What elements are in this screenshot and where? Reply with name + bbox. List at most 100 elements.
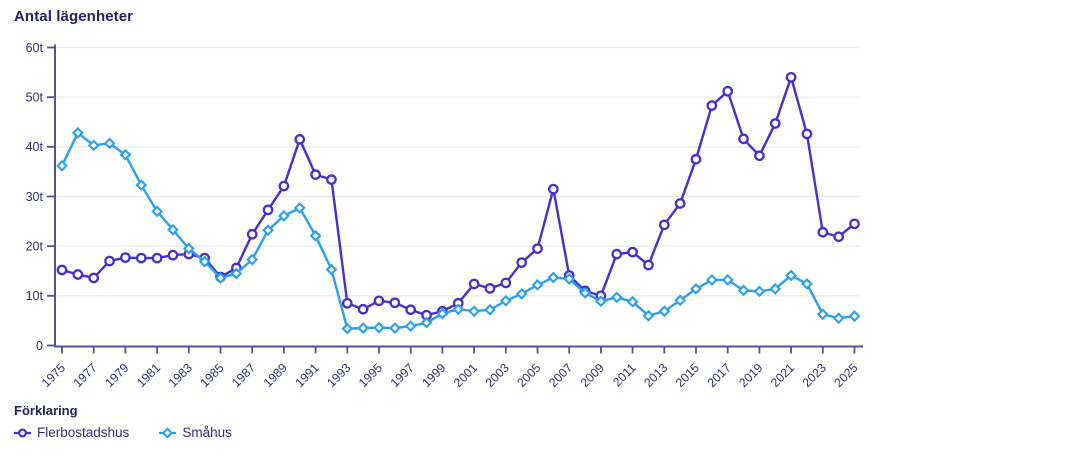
data-point-marker[interactable]: [214, 272, 227, 284]
data-point-marker[interactable]: [246, 253, 259, 266]
data-point-marker[interactable]: [452, 303, 465, 316]
data-point-marker[interactable]: [626, 295, 639, 308]
data-point-marker[interactable]: [801, 128, 813, 140]
data-point-marker[interactable]: [309, 229, 322, 242]
data-point-marker[interactable]: [88, 272, 100, 284]
data-point-marker[interactable]: [373, 321, 385, 334]
data-point-marker[interactable]: [468, 305, 480, 318]
data-point-marker[interactable]: [104, 255, 115, 267]
data-point-marker[interactable]: [262, 204, 274, 216]
data-point-marker[interactable]: [468, 278, 480, 290]
data-point-marker[interactable]: [769, 118, 781, 129]
data-point-marker[interactable]: [785, 269, 797, 282]
data-point-marker[interactable]: [722, 85, 734, 97]
data-point-marker[interactable]: [769, 282, 782, 295]
data-point-marker[interactable]: [817, 226, 829, 238]
legend-item-smahus[interactable]: Småhus: [159, 425, 232, 440]
data-point-marker[interactable]: [294, 134, 306, 145]
data-point-marker[interactable]: [293, 202, 306, 214]
data-point-marker[interactable]: [516, 257, 528, 268]
data-point-marker[interactable]: [56, 264, 68, 276]
data-point-marker[interactable]: [167, 223, 179, 236]
data-point-marker[interactable]: [705, 274, 718, 286]
data-point-marker[interactable]: [71, 127, 84, 139]
data-point-marker[interactable]: [357, 322, 370, 335]
data-point-marker[interactable]: [658, 305, 671, 318]
data-point-marker[interactable]: [56, 159, 68, 172]
data-point-marker[interactable]: [262, 224, 274, 237]
data-point-marker[interactable]: [278, 180, 290, 192]
data-point-marker[interactable]: [404, 320, 417, 333]
data-point-marker[interactable]: [341, 297, 353, 309]
data-point-marker[interactable]: [547, 183, 559, 195]
data-point-marker[interactable]: [849, 218, 860, 230]
data-point-marker[interactable]: [531, 279, 544, 291]
data-point-marker[interactable]: [737, 284, 750, 297]
data-point-marker[interactable]: [848, 310, 861, 323]
data-point-marker[interactable]: [627, 246, 638, 258]
data-point-marker[interactable]: [690, 282, 702, 295]
data-point-marker[interactable]: [120, 252, 131, 263]
data-point-marker[interactable]: [341, 322, 354, 335]
x-tick-label: 1977: [71, 361, 100, 390]
data-point-marker[interactable]: [87, 139, 100, 152]
data-point-marker[interactable]: [563, 273, 576, 285]
data-point-marker[interactable]: [500, 277, 512, 289]
data-point-marker[interactable]: [405, 304, 417, 316]
data-point-marker[interactable]: [103, 137, 116, 150]
data-point-marker[interactable]: [738, 133, 749, 145]
data-point-marker[interactable]: [611, 248, 623, 260]
data-point-marker[interactable]: [721, 274, 734, 286]
data-point-marker[interactable]: [198, 255, 211, 268]
data-point-marker[interactable]: [658, 219, 670, 231]
data-point-marker[interactable]: [833, 231, 845, 243]
data-point-marker[interactable]: [753, 285, 766, 298]
data-point-marker[interactable]: [642, 309, 655, 322]
data-point-marker[interactable]: [357, 303, 369, 315]
data-point-marker[interactable]: [436, 307, 449, 320]
data-point-marker[interactable]: [119, 148, 132, 161]
data-point-marker[interactable]: [167, 249, 179, 261]
data-point-marker[interactable]: [643, 259, 654, 271]
data-point-marker[interactable]: [246, 228, 258, 240]
data-point-marker[interactable]: [388, 322, 401, 335]
data-point-marker[interactable]: [484, 303, 496, 316]
y-tick-label: 40t: [26, 140, 44, 154]
data-point-marker[interactable]: [278, 209, 290, 222]
data-point-marker[interactable]: [325, 263, 338, 276]
data-point-marker[interactable]: [579, 286, 591, 299]
data-point-marker[interactable]: [706, 100, 718, 111]
data-point-marker[interactable]: [72, 269, 84, 280]
data-point-marker[interactable]: [532, 243, 543, 254]
data-point-marker[interactable]: [151, 205, 163, 218]
data-point-marker[interactable]: [484, 283, 496, 294]
data-point-marker[interactable]: [310, 169, 321, 180]
x-tick-label: 1983: [166, 361, 195, 390]
data-point-marker[interactable]: [595, 295, 607, 308]
data-point-marker[interactable]: [135, 179, 148, 191]
data-point-marker[interactable]: [182, 242, 195, 255]
data-point-marker[interactable]: [499, 294, 512, 307]
data-point-marker[interactable]: [690, 153, 702, 165]
x-tick-label: 1997: [388, 361, 417, 390]
data-point-marker[interactable]: [230, 267, 243, 280]
data-point-marker[interactable]: [515, 287, 528, 300]
data-point-marker[interactable]: [754, 150, 765, 162]
data-point-marker[interactable]: [135, 252, 147, 264]
data-point-marker[interactable]: [373, 295, 385, 307]
legend-item-flerbostadshus[interactable]: Flerbostadshus: [14, 425, 129, 440]
diamond-marker-icon: [159, 426, 177, 439]
data-point-marker[interactable]: [816, 308, 829, 321]
data-point-marker[interactable]: [326, 174, 337, 185]
data-point-marker[interactable]: [151, 252, 163, 264]
data-point-marker[interactable]: [674, 294, 687, 307]
data-point-marker[interactable]: [832, 312, 845, 325]
data-point-marker[interactable]: [547, 271, 560, 284]
data-point-marker[interactable]: [674, 198, 686, 209]
data-point-marker[interactable]: [389, 297, 401, 309]
data-point-marker[interactable]: [785, 71, 797, 83]
data-point-marker[interactable]: [420, 316, 433, 329]
y-tick-label: 60t: [26, 41, 44, 55]
data-point-marker[interactable]: [801, 278, 813, 290]
data-point-marker[interactable]: [610, 291, 623, 304]
